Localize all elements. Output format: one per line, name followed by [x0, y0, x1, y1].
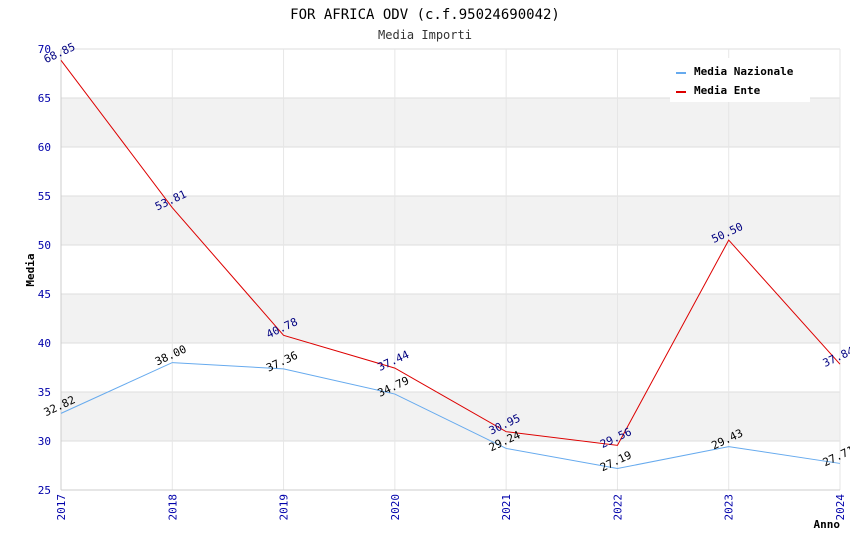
series-line-media-nazionale	[60, 362, 841, 470]
x-tick-label: 2018	[166, 494, 179, 521]
x-axis-label: Anno	[814, 518, 841, 531]
plot-band	[61, 196, 840, 245]
x-tick-label: 2022	[611, 494, 624, 521]
plot-bands	[61, 98, 840, 441]
x-tick-label: 2017	[55, 494, 68, 521]
axes	[60, 49, 840, 491]
series-lines	[60, 59, 841, 470]
data-label: 38.00	[153, 343, 189, 369]
chart-title: FOR AFRICA ODV (c.f.95024690042)	[290, 7, 560, 23]
data-label: 27.19	[598, 448, 634, 474]
legend-box	[670, 58, 810, 102]
x-tick-labels: 2017 2018 2019 2020 2021 2022 2023 2024	[55, 494, 847, 521]
y-tick-labels: 25 30 35 40 45 50 55 60 65 70	[38, 43, 51, 497]
y-tick-label: 50	[38, 239, 51, 252]
x-tick-label: 2024	[834, 494, 847, 521]
series-line-media-ente	[60, 59, 841, 446]
x-tick-label: 2023	[723, 494, 736, 521]
grid-lines	[60, 48, 841, 491]
y-tick-label: 70	[38, 43, 51, 56]
y-tick-label: 35	[38, 386, 51, 399]
legend-label: Media Nazionale	[694, 65, 794, 78]
legend: Media Nazionale Media Ente	[670, 58, 810, 102]
y-tick-label: 65	[38, 92, 51, 105]
chart-subtitle: Media Importi	[378, 28, 472, 42]
y-tick-label: 60	[38, 141, 51, 154]
data-label: 37.36	[264, 349, 300, 375]
x-tick-label: 2020	[389, 494, 402, 521]
y-tick-label: 55	[38, 190, 51, 203]
x-tick-label: 2019	[278, 494, 291, 521]
legend-label: Media Ente	[694, 84, 761, 97]
y-tick-label: 40	[38, 337, 51, 350]
plot-band	[61, 294, 840, 343]
data-label: 27.71	[821, 443, 850, 469]
y-axis-label: Media	[24, 253, 37, 286]
y-tick-label: 25	[38, 484, 51, 497]
data-label: 37.44	[376, 348, 412, 374]
y-tick-label: 30	[38, 435, 51, 448]
x-tick-label: 2021	[500, 494, 513, 521]
plot-band	[61, 98, 840, 147]
y-tick-label: 45	[38, 288, 51, 301]
